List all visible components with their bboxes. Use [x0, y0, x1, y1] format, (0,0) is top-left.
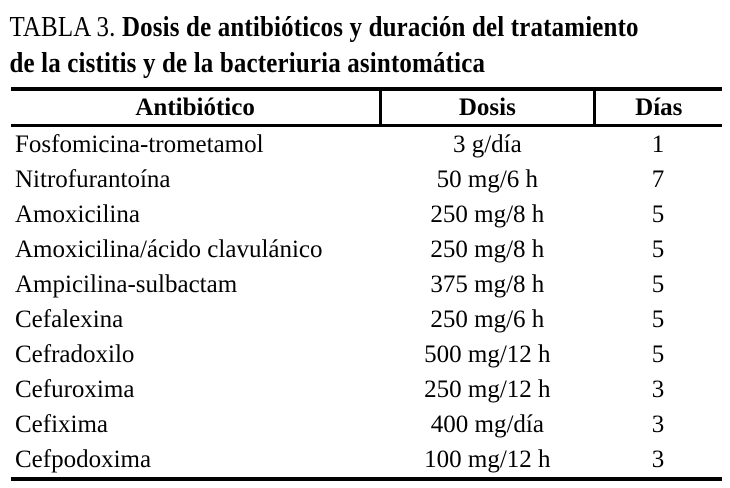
- cell-dias: 7: [651, 165, 665, 193]
- cell-dosis: 100 mg/12 h: [424, 445, 551, 473]
- cell-dias: 3: [651, 375, 665, 403]
- table-title-line1: Dosis de antibióticos y duración del tra…: [121, 11, 639, 43]
- cell-antibiotico: Amoxicilina: [15, 200, 140, 228]
- table-caption: TABLA 3. Dosis de antibióticos y duració…: [0, 0, 638, 81]
- cell-dosis: 250 mg/6 h: [430, 305, 545, 333]
- header-dias: Días: [594, 89, 722, 127]
- table-caption-line1: TABLA 3. Dosis de antibióticos y duració…: [9, 9, 638, 45]
- table-row: Nitrofurantoína 50 mg/6 h 7: [11, 162, 722, 197]
- cell-dosis: 250 mg/8 h: [430, 200, 545, 228]
- cell-dias: 5: [651, 200, 665, 228]
- table-caption-line2: de la cistitis y de la bacteriuria asint…: [9, 45, 627, 81]
- cell-antibiotico: Cefpodoxima: [15, 445, 152, 473]
- table-header-row: Antibiótico Dosis Días: [11, 89, 722, 127]
- cell-dosis: 50 mg/6 h: [436, 165, 539, 193]
- cell-dias: 5: [651, 305, 665, 333]
- antibiotics-table: Antibiótico Dosis Días Fosfomicina-trome…: [11, 87, 722, 481]
- cell-antibiotico: Fosfomicina-trometamol: [15, 130, 264, 158]
- cell-dias: 3: [651, 410, 665, 438]
- header-dosis: Dosis: [379, 89, 596, 127]
- table-row: Cefradoxilo 500 mg/12 h 5: [11, 337, 722, 372]
- table-row: Fosfomicina-trometamol 3 g/día 1: [11, 126, 722, 163]
- cell-antibiotico: Amoxicilina/ácido clavulánico: [15, 235, 323, 263]
- table-row: Amoxicilina/ácido clavulánico 250 mg/8 h…: [11, 232, 722, 267]
- cell-dias: 5: [651, 235, 665, 263]
- cell-antibiotico: Cefixima: [15, 410, 109, 438]
- table-number: TABLA 3.: [9, 11, 116, 43]
- cell-antibiotico: Cefuroxima: [15, 375, 135, 403]
- cell-dosis: 400 mg/día: [430, 410, 544, 438]
- cell-dosis: 250 mg/12 h: [424, 375, 551, 403]
- cell-dias: 3: [651, 445, 665, 473]
- table-row: Amoxicilina 250 mg/8 h 5: [11, 197, 722, 232]
- table-row: Cefuroxima 250 mg/12 h 3: [11, 372, 722, 407]
- table-row: Ampicilina-sulbactam 375 mg/8 h 5: [11, 267, 722, 302]
- cell-dosis: 500 mg/12 h: [424, 340, 551, 368]
- cell-antibiotico: Cefalexina: [15, 305, 124, 333]
- cell-dias: 1: [651, 130, 665, 158]
- table-row: Cefixima 400 mg/día 3: [11, 407, 722, 442]
- table-row: Cefalexina 250 mg/6 h 5: [11, 302, 722, 337]
- cell-dosis: 3 g/día: [452, 130, 522, 158]
- table-row: Cefpodoxima 100 mg/12 h 3: [11, 442, 722, 479]
- cell-dias: 5: [651, 270, 665, 298]
- header-antibiotico: Antibiótico: [11, 89, 381, 127]
- cell-antibiotico: Cefradoxilo: [15, 340, 135, 368]
- cell-dias: 5: [651, 340, 665, 368]
- cell-dosis: 250 mg/8 h: [430, 235, 545, 263]
- cell-dosis: 375 mg/8 h: [430, 270, 545, 298]
- cell-antibiotico: Nitrofurantoína: [15, 165, 171, 193]
- table-title-line2: de la cistitis y de la bacteriuria asint…: [9, 47, 486, 79]
- cell-antibiotico: Ampicilina-sulbactam: [15, 270, 238, 298]
